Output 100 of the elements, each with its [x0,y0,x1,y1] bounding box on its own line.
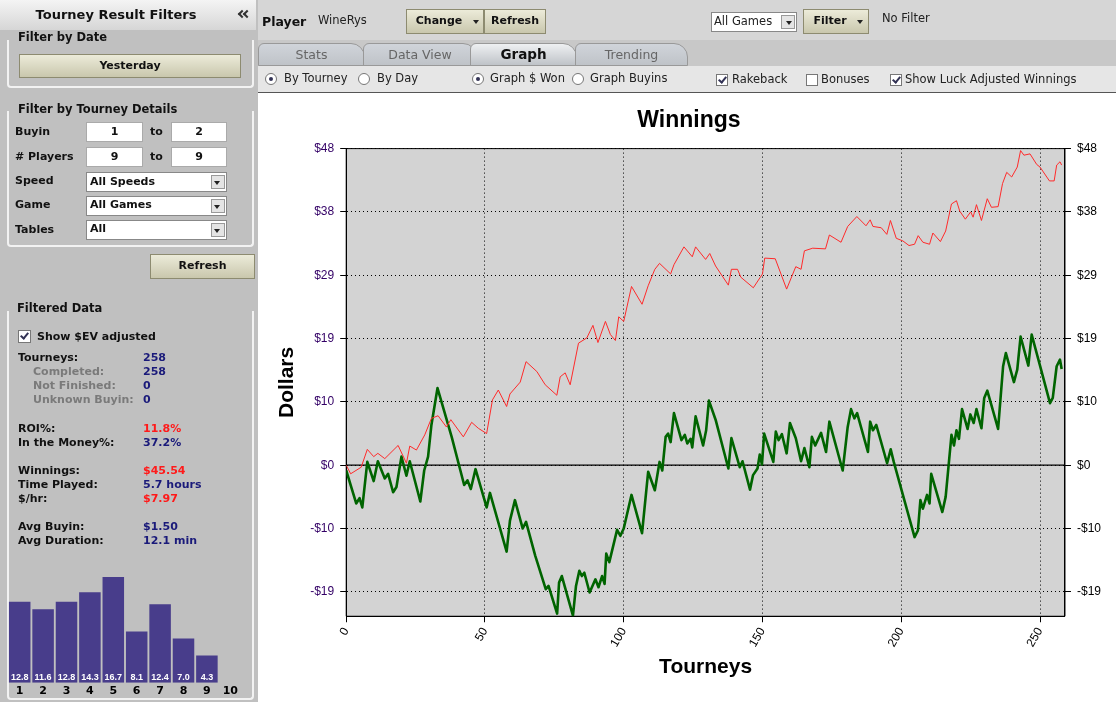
text: Refresh [490,14,540,28]
text: Speed [15,174,54,188]
x-tick-label: 5 [109,684,118,698]
text: Completed: [33,365,105,379]
y-tick-label: $19 [314,330,335,345]
y-tick-label: $10 [314,394,335,409]
text: All Speeds [90,175,156,189]
text: Not Finished: [33,379,116,393]
x-tick-label: 2 [39,684,47,698]
text: $/hr: [18,492,48,506]
y-tick-label: -$10 [310,520,335,535]
text: All Games [714,14,773,29]
text: Tourneys: [18,351,79,365]
data-label: 7.0 [177,671,190,682]
text: 37.2% [143,436,182,450]
text: Trending [603,46,660,62]
x-tick-label: 150 [745,624,769,650]
text: No Filter [882,11,930,26]
x-tick-label: 200 [884,624,907,650]
x-tick-label: 0 [336,624,352,638]
data-label: 11.6 [34,671,52,682]
text: Stats [294,46,329,62]
text: Avg Duration: [18,534,104,548]
y-axis-title: Dollars [274,346,298,419]
x-tick-label: 10 [222,684,239,698]
text: Bonuses [821,72,870,87]
data-label: 12.8 [10,671,29,682]
text: Filter [812,14,848,28]
x-tick-label: 6 [132,684,141,698]
text: 5.7 hours [143,478,202,492]
text: $45.54 [143,464,186,478]
text: 258 [143,365,166,379]
text: Show $EV adjusted [37,330,156,344]
x-tick-label: 9 [203,684,211,698]
y-tick-label: $48 [314,140,335,155]
text: Buyin [15,125,50,139]
text: to [150,125,163,139]
text: Refresh [177,259,228,273]
text: Time Played: [18,478,98,492]
data-label: 14.3 [81,671,99,682]
text: $1.50 [143,520,178,534]
text: to [150,150,163,164]
text: Yesterday [98,59,162,73]
y2-tick-label: -$19 [1076,584,1102,599]
text: Player [262,13,307,29]
x-tick-label: 7 [156,684,164,698]
y2-tick-label: $38 [1076,204,1098,219]
text: $7.97 [143,492,178,506]
x-tick-label: 50 [471,624,491,644]
text: Winnings: [18,464,80,478]
text: 0 [143,379,151,393]
text: Tables [15,223,55,237]
x-tick-label: 1 [15,684,24,698]
y2-tick-label: $48 [1076,140,1098,155]
text: Unknown Buyin: [33,393,134,407]
text: In the Money%: [18,436,115,450]
text: All [90,222,107,236]
text: ROI%: [18,422,56,436]
data-label: 16.7 [104,671,123,682]
text: Show Luck Adjusted Winnings [905,72,1077,87]
text: Avg Buyin: [18,520,85,534]
data-label: 12.4 [151,671,169,682]
x-tick-label: 8 [179,684,188,698]
text: Rakeback [732,72,788,87]
text: Graph $ Won [490,71,565,86]
text: Change [414,14,464,28]
x-tick-label: 3 [62,684,71,698]
text: # Players [15,150,74,164]
x-tick-label: 250 [1023,624,1046,650]
y2-tick-label: $19 [1076,330,1098,345]
x-tick-label: 4 [86,684,95,698]
y2-tick-label: $10 [1076,394,1098,409]
text: 0 [143,393,151,407]
x-axis-title: Tourneys [659,654,753,678]
chart-title: Winnings [637,106,741,133]
y2-tick-label: $0 [1076,457,1091,472]
text: 11.8% [143,422,182,436]
text: WineRys [318,13,367,28]
text: All Games [90,198,152,212]
y-tick-label: $0 [320,457,335,472]
text: 12.1 min [143,534,198,548]
text: 258 [143,351,166,365]
text: Graph Buyins [590,71,668,86]
data-label: 8.1 [130,671,143,682]
text: Filtered Data [16,301,104,316]
data-label: 12.8 [57,671,76,682]
text: Filter by Tourney Details [17,102,179,117]
y-tick-label: $38 [314,204,335,219]
text: Game [15,198,51,212]
text: Tourney Result Filters [34,7,198,23]
y-tick-label: -$19 [310,584,335,599]
x-tick-label: 100 [607,624,630,650]
text: Filter by Date [17,30,109,45]
y-tick-label: $29 [314,267,335,282]
data-label: 4.3 [200,671,214,682]
text: By Day [377,71,419,86]
y2-tick-label: -$10 [1076,520,1102,535]
text: By Tourney [284,71,348,86]
y2-tick-label: $29 [1076,267,1098,282]
text: Data View [387,46,453,62]
